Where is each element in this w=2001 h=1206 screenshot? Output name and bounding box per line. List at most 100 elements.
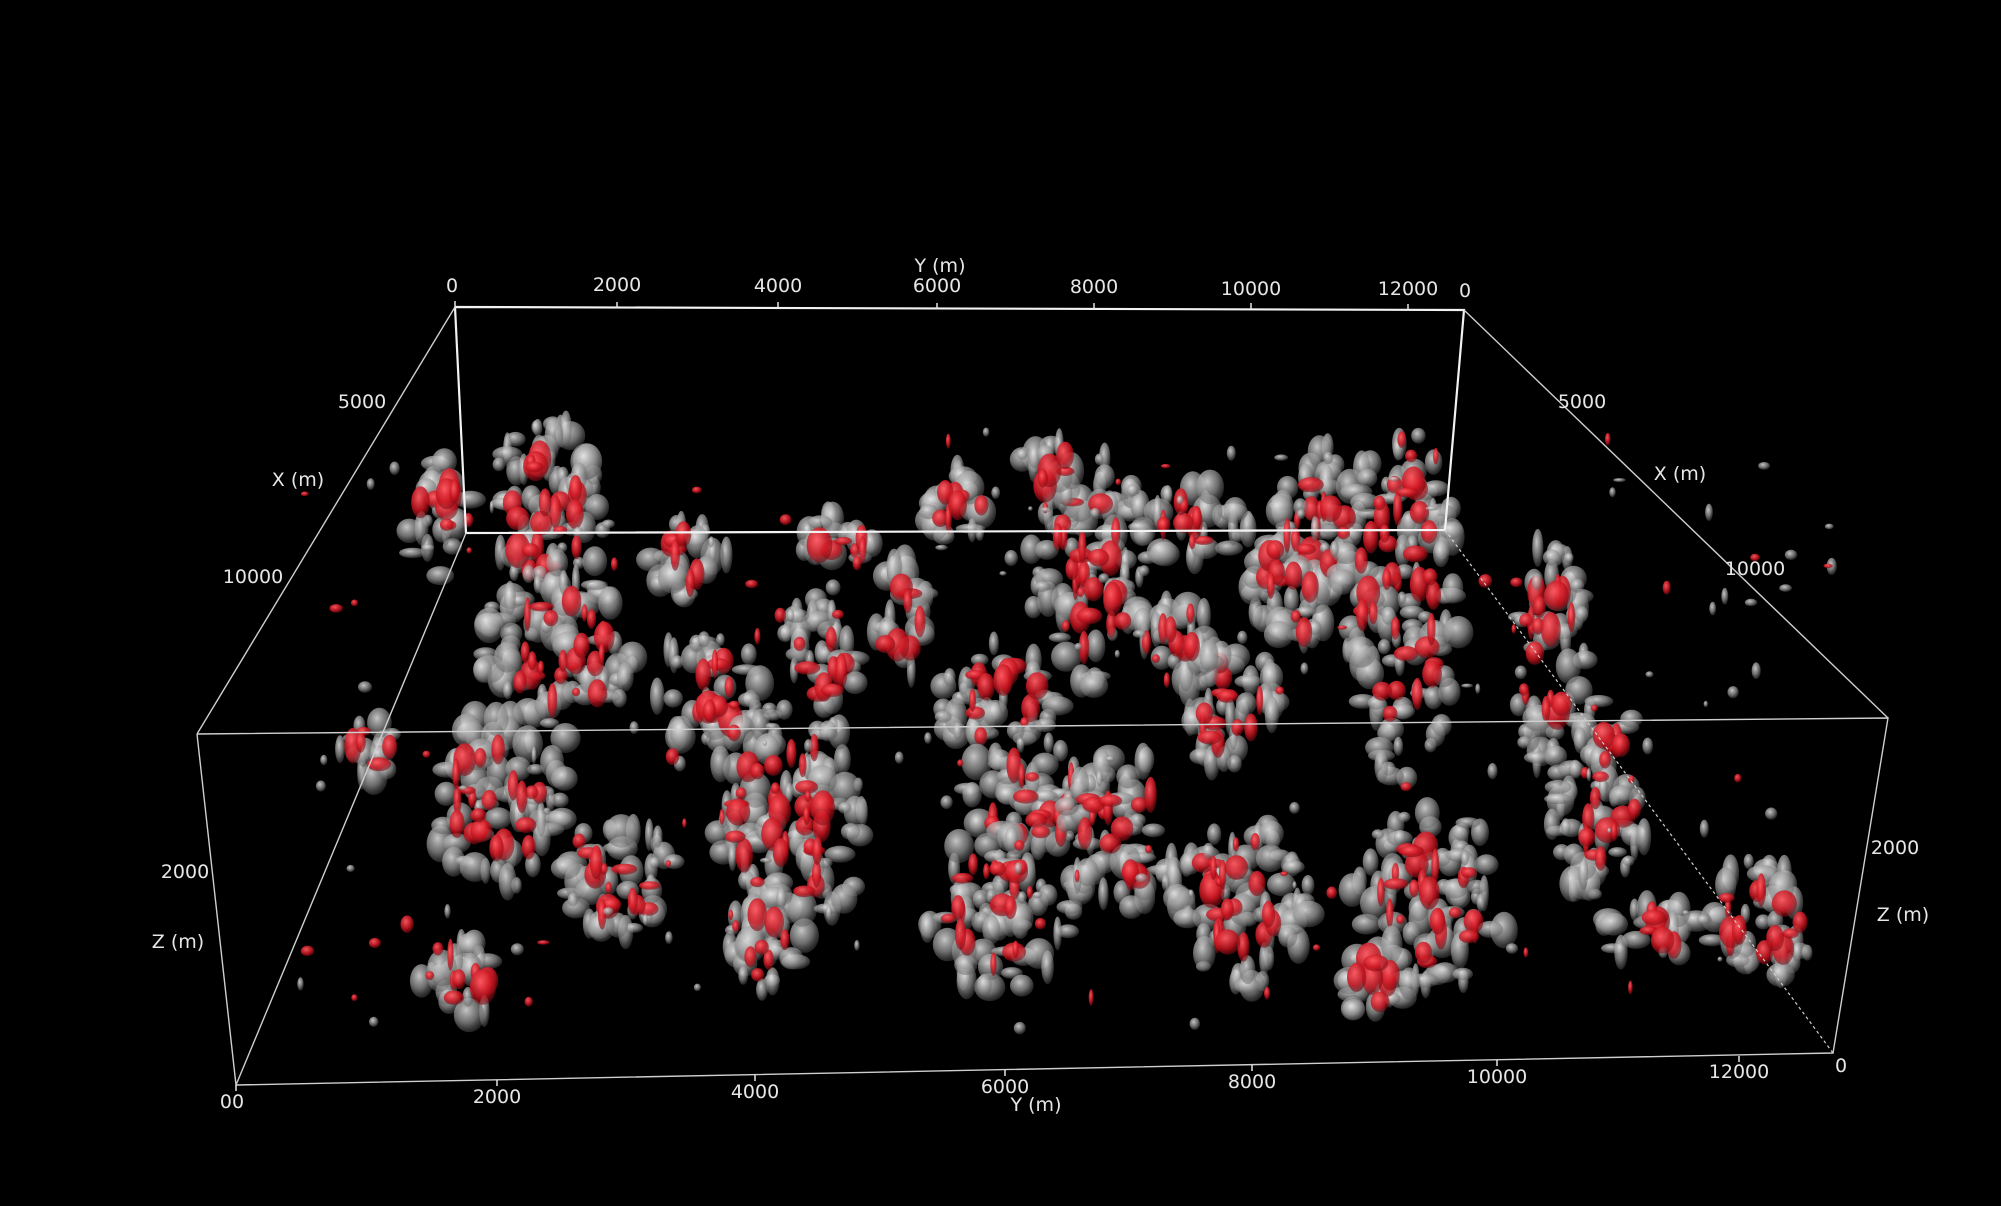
gray-isosurface-blob	[1283, 585, 1299, 615]
red-isosurface-speck	[745, 579, 759, 589]
gray-isosurface-blob	[1248, 597, 1263, 628]
red-isosurface-blob	[587, 679, 608, 708]
gray-isosurface-speck	[1609, 487, 1616, 498]
gray-isosurface-blob	[840, 823, 861, 840]
red-isosurface-blob	[1379, 524, 1391, 543]
gray-isosurface-blob	[1038, 884, 1058, 906]
red-isosurface-speck	[368, 937, 381, 949]
red-isosurface-blob	[1034, 918, 1047, 930]
gray-isosurface-blob	[777, 624, 794, 643]
red-isosurface-blob	[1391, 863, 1400, 884]
gray-isosurface-blob	[580, 579, 608, 591]
gray-isosurface-blob	[932, 927, 963, 962]
gray-isosurface-blob	[1329, 569, 1356, 595]
gray-isosurface-blob	[1265, 494, 1293, 527]
gray-isosurface-blob	[531, 420, 541, 434]
gray-isosurface-blob	[1793, 942, 1802, 962]
gray-isosurface-blob	[605, 814, 638, 848]
red-isosurface-blob	[940, 913, 957, 924]
red-isosurface-blob	[977, 673, 995, 701]
red-isosurface-blob	[974, 727, 988, 746]
red-isosurface-blob	[593, 621, 615, 653]
red-isosurface-blob	[1193, 535, 1214, 545]
gray-isosurface-blob	[1398, 811, 1411, 823]
gray-isosurface-blob	[1173, 908, 1202, 929]
gray-isosurface-blob	[1532, 528, 1544, 567]
red-isosurface-speck	[1662, 580, 1671, 595]
red-isosurface-blob	[1250, 833, 1260, 851]
gray-isosurface-speck	[1189, 1017, 1201, 1030]
red-isosurface-blob	[751, 968, 765, 982]
red-isosurface-speck	[779, 514, 792, 526]
gray-isosurface-blob	[1555, 648, 1581, 684]
red-isosurface-blob	[1651, 926, 1675, 954]
red-isosurface-blob	[1215, 929, 1241, 955]
gray-isosurface-blob	[779, 947, 804, 970]
gray-isosurface-speck	[1696, 914, 1710, 925]
z-axis-right-title: Z (m)	[1877, 904, 1929, 926]
gray-isosurface-blob	[1381, 606, 1396, 625]
gray-isosurface-blob	[808, 515, 833, 530]
red-isosurface-blob	[834, 537, 853, 546]
gray-isosurface-blob	[1057, 924, 1079, 939]
gray-isosurface-blob	[1094, 464, 1115, 489]
gray-isosurface-speck	[601, 519, 615, 529]
red-isosurface-speck	[300, 945, 315, 957]
red-isosurface-blob	[561, 585, 582, 617]
red-isosurface-blob	[1395, 487, 1419, 498]
gray-isosurface-blob	[544, 418, 564, 453]
gray-isosurface-blob	[414, 511, 429, 546]
red-isosurface-blob	[1025, 812, 1048, 828]
red-isosurface-blob	[1718, 893, 1735, 903]
red-isosurface-blob	[1363, 954, 1389, 972]
gray-isosurface-blob	[509, 564, 519, 581]
red-isosurface-blob	[1592, 771, 1609, 782]
gray-isosurface-blob	[1017, 891, 1027, 904]
gray-isosurface-blob	[1282, 860, 1305, 874]
red-isosurface-blob	[1782, 928, 1799, 939]
gray-isosurface-blob	[1357, 468, 1378, 488]
red-isosurface-blob	[858, 536, 867, 564]
x-axis-right: X (m) 5000 10000	[1558, 391, 1785, 580]
gray-isosurface-speck	[1765, 807, 1778, 820]
red-isosurface-blob	[1611, 822, 1618, 841]
gray-isosurface-speck	[665, 931, 673, 944]
gray-isosurface-speck	[1090, 507, 1100, 518]
gray-isosurface-speck	[693, 983, 702, 992]
red-isosurface-blob	[1766, 925, 1784, 951]
gray-isosurface-speck	[1717, 956, 1723, 962]
red-isosurface-blob	[1266, 540, 1285, 560]
red-isosurface-blob	[572, 687, 581, 697]
red-isosurface-blob	[571, 534, 582, 560]
gray-isosurface-blob	[981, 699, 1009, 727]
gray-isosurface-speck	[1622, 855, 1635, 867]
gray-isosurface-blob	[991, 486, 1001, 499]
red-isosurface-speck	[719, 808, 725, 825]
gray-isosurface-speck	[421, 544, 435, 552]
red-isosurface-blob	[810, 790, 835, 826]
gray-isosurface-speck	[1004, 550, 1018, 566]
gray-isosurface-speck	[1564, 552, 1574, 563]
gray-isosurface-speck	[924, 732, 932, 744]
gray-isosurface-blob	[1134, 742, 1152, 780]
red-isosurface-speck	[1337, 625, 1348, 630]
red-isosurface-blob	[1363, 520, 1379, 554]
red-isosurface-speck	[422, 750, 431, 758]
gray-isosurface-speck	[1105, 756, 1115, 762]
red-isosurface-speck	[945, 433, 951, 449]
gray-isosurface-blob	[1259, 941, 1270, 977]
red-isosurface-blob	[537, 660, 545, 675]
gray-isosurface-speck	[1514, 665, 1527, 680]
gray-isosurface-blob	[728, 843, 737, 872]
gray-isosurface-blob	[1431, 714, 1452, 737]
red-isosurface-blob	[1396, 914, 1405, 925]
gray-isosurface-speck	[1014, 862, 1023, 875]
gray-isosurface-speck	[1161, 873, 1170, 892]
gray-isosurface-blob	[1119, 895, 1144, 919]
gray-isosurface-blob	[1234, 977, 1261, 994]
red-isosurface-blob	[1284, 561, 1303, 590]
gray-isosurface-blob	[1196, 469, 1224, 505]
gray-isosurface-blob	[540, 718, 560, 729]
red-isosurface-speck	[610, 557, 618, 571]
